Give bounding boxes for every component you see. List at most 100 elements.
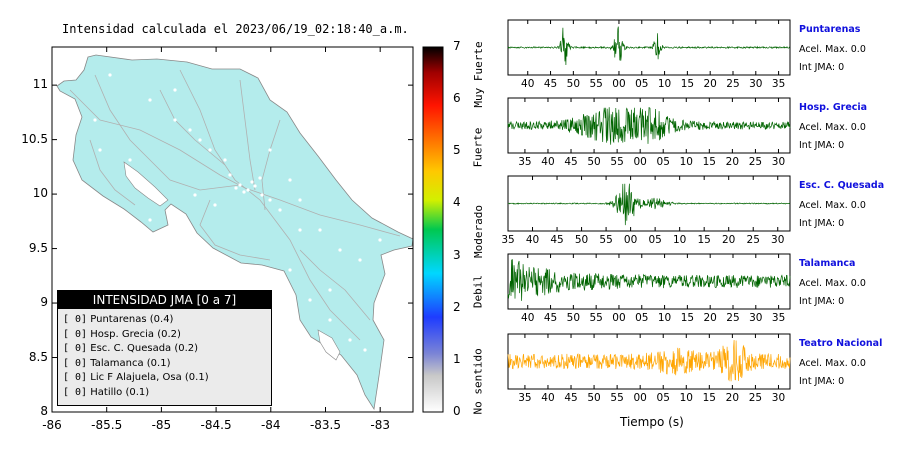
waveform-trace: [507, 107, 791, 145]
intensity-legend: INTENSIDAD JMA [0 a 7] [ 0] Puntarenas (…: [57, 290, 272, 406]
town-marker: [298, 198, 302, 202]
map-ytick-label: 8.5: [28, 349, 48, 364]
time-tick-label: 50: [566, 78, 581, 90]
town-marker: [318, 228, 322, 232]
town-marker: [308, 298, 312, 302]
time-tick-label: 35: [518, 392, 532, 404]
station-name: Hosp. Grecia: [799, 102, 868, 113]
time-tick-label: 00: [633, 156, 647, 168]
colorbar-category-label: Debil: [471, 274, 485, 309]
colorbar-category-label: Fuerte: [471, 127, 485, 168]
map-ytick-label: 10.5: [21, 131, 48, 146]
colorbar-category-label: Moderado: [471, 205, 485, 258]
acel-max: Acel. Max. 0.0: [799, 122, 866, 133]
map-title: Intensidad calculada el 2023/06/19_02:18…: [62, 22, 409, 36]
acel-max: Acel. Max. 0.0: [799, 278, 866, 289]
time-axis-label: Tiempo (s): [620, 415, 684, 429]
town-marker: [213, 203, 217, 207]
town-marker: [98, 148, 102, 152]
time-tick-label: 45: [550, 234, 564, 246]
colorbar-tick-label: 1: [453, 351, 461, 366]
time-tick-label: 35: [518, 156, 532, 168]
colorbar-tick-label: 2: [453, 299, 461, 314]
time-tick-label: 45: [564, 156, 578, 168]
legend-station: Puntarenas (0.4): [87, 314, 174, 325]
legend-item: [ 0] Lic F Alajuela, Osa (0.1): [58, 371, 271, 386]
legend-item: [ 0] Talamanca (0.1): [58, 357, 271, 372]
colorbar-tick-label: 5: [453, 143, 461, 158]
time-tick-label: 50: [566, 312, 581, 324]
time-tick-label: 05: [635, 312, 649, 324]
town-marker: [268, 148, 272, 152]
town-marker: [93, 118, 97, 122]
map-xtick-label: -84: [260, 418, 281, 432]
map-ytick-label: 10: [32, 186, 48, 201]
time-tick-label: 35: [771, 312, 786, 324]
time-tick-label: 45: [543, 78, 558, 90]
seismogram-1: [507, 97, 791, 154]
legend-station: Esc. C. Quesada (0.2): [87, 343, 199, 354]
time-tick-label: 40: [541, 392, 555, 404]
town-marker: [348, 338, 352, 342]
town-marker: [188, 128, 192, 132]
town-marker: [338, 248, 342, 252]
station-name: Talamanca: [799, 258, 856, 269]
time-tick-label: 25: [726, 312, 740, 324]
map-ytick-label: 9: [40, 295, 48, 310]
seismogram-panels: [507, 19, 791, 390]
time-tick-label: 55: [589, 78, 603, 90]
colorbar-tick-label: 3: [453, 247, 461, 262]
time-tick-label: 20: [725, 392, 740, 404]
town-marker: [223, 158, 227, 162]
seismogram-4: [507, 333, 791, 390]
town-marker: [128, 158, 132, 162]
town-marker: [234, 186, 238, 190]
town-marker: [378, 238, 382, 242]
time-tick-label: 15: [680, 78, 695, 90]
time-tick-label: 35: [771, 78, 786, 90]
time-tick-label: 15: [680, 312, 695, 324]
town-marker: [260, 193, 264, 197]
time-tick-label: 25: [748, 392, 763, 404]
time-tick-label: 15: [702, 156, 716, 168]
legend-intensity: [ 0]: [63, 372, 88, 383]
town-marker: [198, 138, 202, 142]
town-marker: [108, 73, 112, 77]
int-jma: Int JMA: 0: [799, 62, 845, 73]
town-marker: [363, 348, 367, 352]
time-tick-label: 05: [648, 234, 662, 246]
time-tick-label: 35: [501, 234, 515, 246]
time-tick-label: 30: [771, 156, 786, 168]
town-marker: [328, 288, 332, 292]
town-marker: [268, 198, 272, 202]
time-tick-label: 45: [543, 312, 558, 324]
time-tick-label: 00: [612, 312, 626, 324]
time-tick-label: 55: [599, 234, 613, 246]
time-tick-label: 55: [589, 312, 603, 324]
intensity-colorbar: [422, 46, 444, 413]
colorbar-category-label: Muy Fuerte: [471, 41, 485, 108]
int-jma: Int JMA: 0: [799, 140, 845, 151]
time-tick-label: 20: [722, 234, 736, 246]
town-marker: [278, 208, 282, 212]
waveform-trace: [507, 183, 791, 226]
colorbar-tick-label: 0: [453, 404, 461, 418]
time-tick-label: 50: [574, 234, 589, 246]
legend-intensity: [ 0]: [63, 314, 88, 325]
colorbar-tick-label: 6: [453, 91, 461, 106]
legend-station: Hatillo (0.1): [87, 386, 150, 398]
legend-item: [ 0] Hatillo (0.1): [58, 386, 271, 401]
town-marker: [288, 268, 292, 272]
map-ytick-label: 11: [32, 77, 48, 92]
seismogram-0: [507, 19, 791, 76]
acel-max: Acel. Max. 0.0: [799, 44, 866, 55]
acel-max: Acel. Max. 0.0: [799, 358, 866, 369]
town-marker: [250, 180, 254, 184]
seismogram-3: [507, 253, 791, 310]
town-marker: [148, 98, 152, 102]
legend-intensity: [ 0]: [63, 343, 88, 354]
town-marker: [258, 176, 262, 180]
town-marker: [246, 188, 250, 192]
town-marker: [118, 208, 122, 212]
